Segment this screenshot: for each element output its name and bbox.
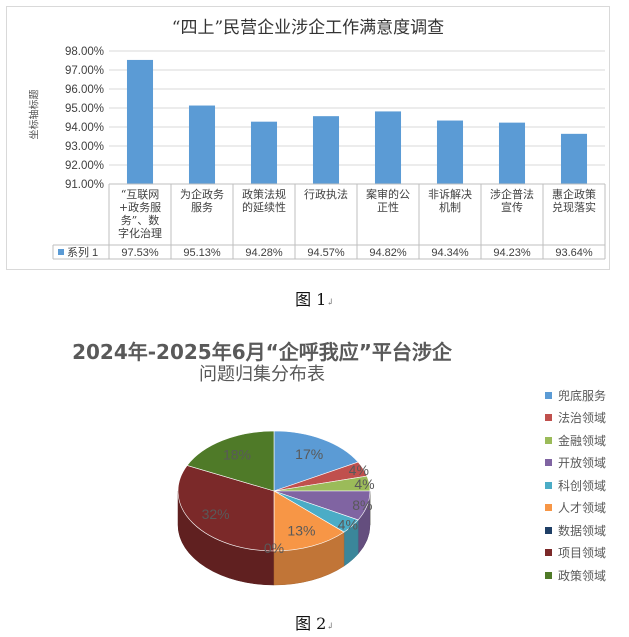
- bar: [312, 116, 340, 184]
- pie-legend: 兜底服务法治领域金融领域开放领域科创领域人才领域数据领域项目领域政策领域: [545, 384, 606, 587]
- figure-2-caption: 图 2↲: [0, 610, 629, 634]
- legend-item: 项目领域: [545, 542, 606, 565]
- legend-swatch: [545, 504, 552, 512]
- legend-swatch: [545, 436, 552, 444]
- series-legend-key: [58, 249, 64, 255]
- pie-data-label: 4%: [338, 517, 358, 533]
- y-tick-label: 94.00%: [65, 122, 104, 134]
- pie-data-label: 17%: [295, 446, 323, 462]
- pie-data-label: 13%: [287, 523, 315, 539]
- pie-chart-title: 2024年-2025年6月“企呼我应”平台涉企: [72, 340, 452, 364]
- legend-item: 开放领域: [545, 452, 606, 475]
- y-tick-label: 92.00%: [65, 160, 104, 172]
- x-category-label: 政策法规的延续性: [242, 187, 286, 214]
- figure-2-caption-text: 图 2: [295, 614, 327, 633]
- legend-label: 政策领域: [558, 568, 607, 583]
- pie-slice: [186, 430, 275, 492]
- legend-swatch: [545, 481, 552, 489]
- pie-chart-svg: 17%4%4%8%4%13%0%32%18%: [177, 430, 375, 586]
- legend-item: 数据领域: [545, 519, 606, 542]
- pie-chart-subtitle: 问题归集分布表: [199, 364, 325, 385]
- data-table-value: 94.82%: [369, 247, 407, 259]
- x-category-label: 案审的公正性: [366, 187, 410, 214]
- y-tick-label: 98.00%: [65, 46, 104, 58]
- data-table-value: 95.13%: [183, 247, 221, 259]
- bar-chart-svg: 91.00% 92.00% 93.00% 94.00% 95.00% 96.00% 97.0…: [52, 46, 606, 260]
- y-tick-label: 91.00%: [65, 179, 104, 191]
- pie-data-label: 32%: [202, 506, 230, 522]
- legend-label: 数据领域: [558, 523, 607, 538]
- legend-label: 人才领域: [558, 501, 607, 516]
- bar: [498, 122, 526, 184]
- data-table-value: 94.23%: [493, 247, 531, 259]
- y-tick-label: 95.00%: [65, 103, 104, 115]
- pie-data-label: 4%: [349, 462, 369, 478]
- bar: [374, 111, 402, 184]
- x-category-label: 涉企普法宣传: [490, 187, 534, 214]
- pie-data-label: 18%: [223, 447, 251, 463]
- pie-slice: [273, 490, 345, 552]
- legend-label: 科创领域: [558, 478, 607, 493]
- legend-label: 兜底服务: [558, 388, 607, 403]
- pie-chart-panel: 17% 4% 4% 8% 4% 13% 0% 32% 18% 2024年-2025年6月“企呼我…: [2, 326, 626, 594]
- y-tick-label: 97.00%: [65, 65, 104, 77]
- legend-label: 开放领域: [558, 456, 607, 471]
- bar-chart-panel: 91.00% 92.00% 93.00% 94.00% 95.00% 96.00% 97.0…: [6, 6, 610, 270]
- pie-slice: [273, 430, 359, 492]
- bar: [560, 133, 588, 184]
- figure-1-caption-text: 图 1: [295, 290, 327, 309]
- pie-slice: [177, 465, 275, 552]
- bar: [250, 121, 278, 184]
- data-table-value: 97.53%: [121, 247, 159, 259]
- series-name-label: 系列 1: [67, 245, 98, 259]
- x-category-label: 非诉解决机制: [428, 187, 472, 214]
- legend-item: 兜底服务: [545, 384, 606, 407]
- legend-swatch: [545, 549, 552, 557]
- legend-item: 科创领域: [545, 474, 606, 497]
- return-mark-icon: ↲: [326, 298, 334, 308]
- y-tick-label: 96.00%: [65, 84, 104, 96]
- legend-swatch: [545, 459, 552, 467]
- data-table-value: 94.34%: [431, 247, 469, 259]
- x-category-label: 惠企政策兑现落实: [552, 187, 596, 214]
- legend-item: 人才领域: [545, 497, 606, 520]
- x-category-label: “互联网+政务服务”、数字化治理: [118, 188, 162, 240]
- pie-data-label: 0%: [264, 540, 284, 556]
- bar: [126, 59, 154, 184]
- pie-data-label: 4%: [354, 476, 374, 492]
- figure-1-caption: 图 1↲: [0, 286, 629, 310]
- legend-label: 项目领域: [558, 546, 607, 561]
- y-tick-label: 93.00%: [65, 141, 104, 153]
- x-category-label: 行政执法: [304, 187, 348, 201]
- legend-item: 政策领域: [545, 564, 606, 587]
- bar-chart-y-axis-label: 坐标轴标题: [29, 89, 41, 140]
- pie-data-label: 8%: [352, 497, 372, 513]
- x-category-label: 为企政务服务: [180, 187, 224, 214]
- return-mark-icon: ↲: [326, 622, 334, 632]
- legend-label: 金融领域: [558, 433, 607, 448]
- bar: [188, 105, 216, 184]
- data-table-value: 94.57%: [307, 247, 345, 259]
- legend-item: 金融领域: [545, 429, 606, 452]
- data-table-value: 94.28%: [245, 247, 283, 259]
- legend-swatch: [545, 414, 552, 422]
- bar: [436, 120, 464, 184]
- legend-swatch: [545, 391, 552, 399]
- legend-swatch: [545, 526, 552, 534]
- bar-chart-title: “四上”民营企业涉企工作满意度调查: [171, 18, 445, 38]
- legend-label: 法治领域: [558, 411, 607, 426]
- legend-item: 法治领域: [545, 407, 606, 430]
- data-table-value: 93.64%: [555, 247, 593, 259]
- legend-swatch: [545, 571, 552, 579]
